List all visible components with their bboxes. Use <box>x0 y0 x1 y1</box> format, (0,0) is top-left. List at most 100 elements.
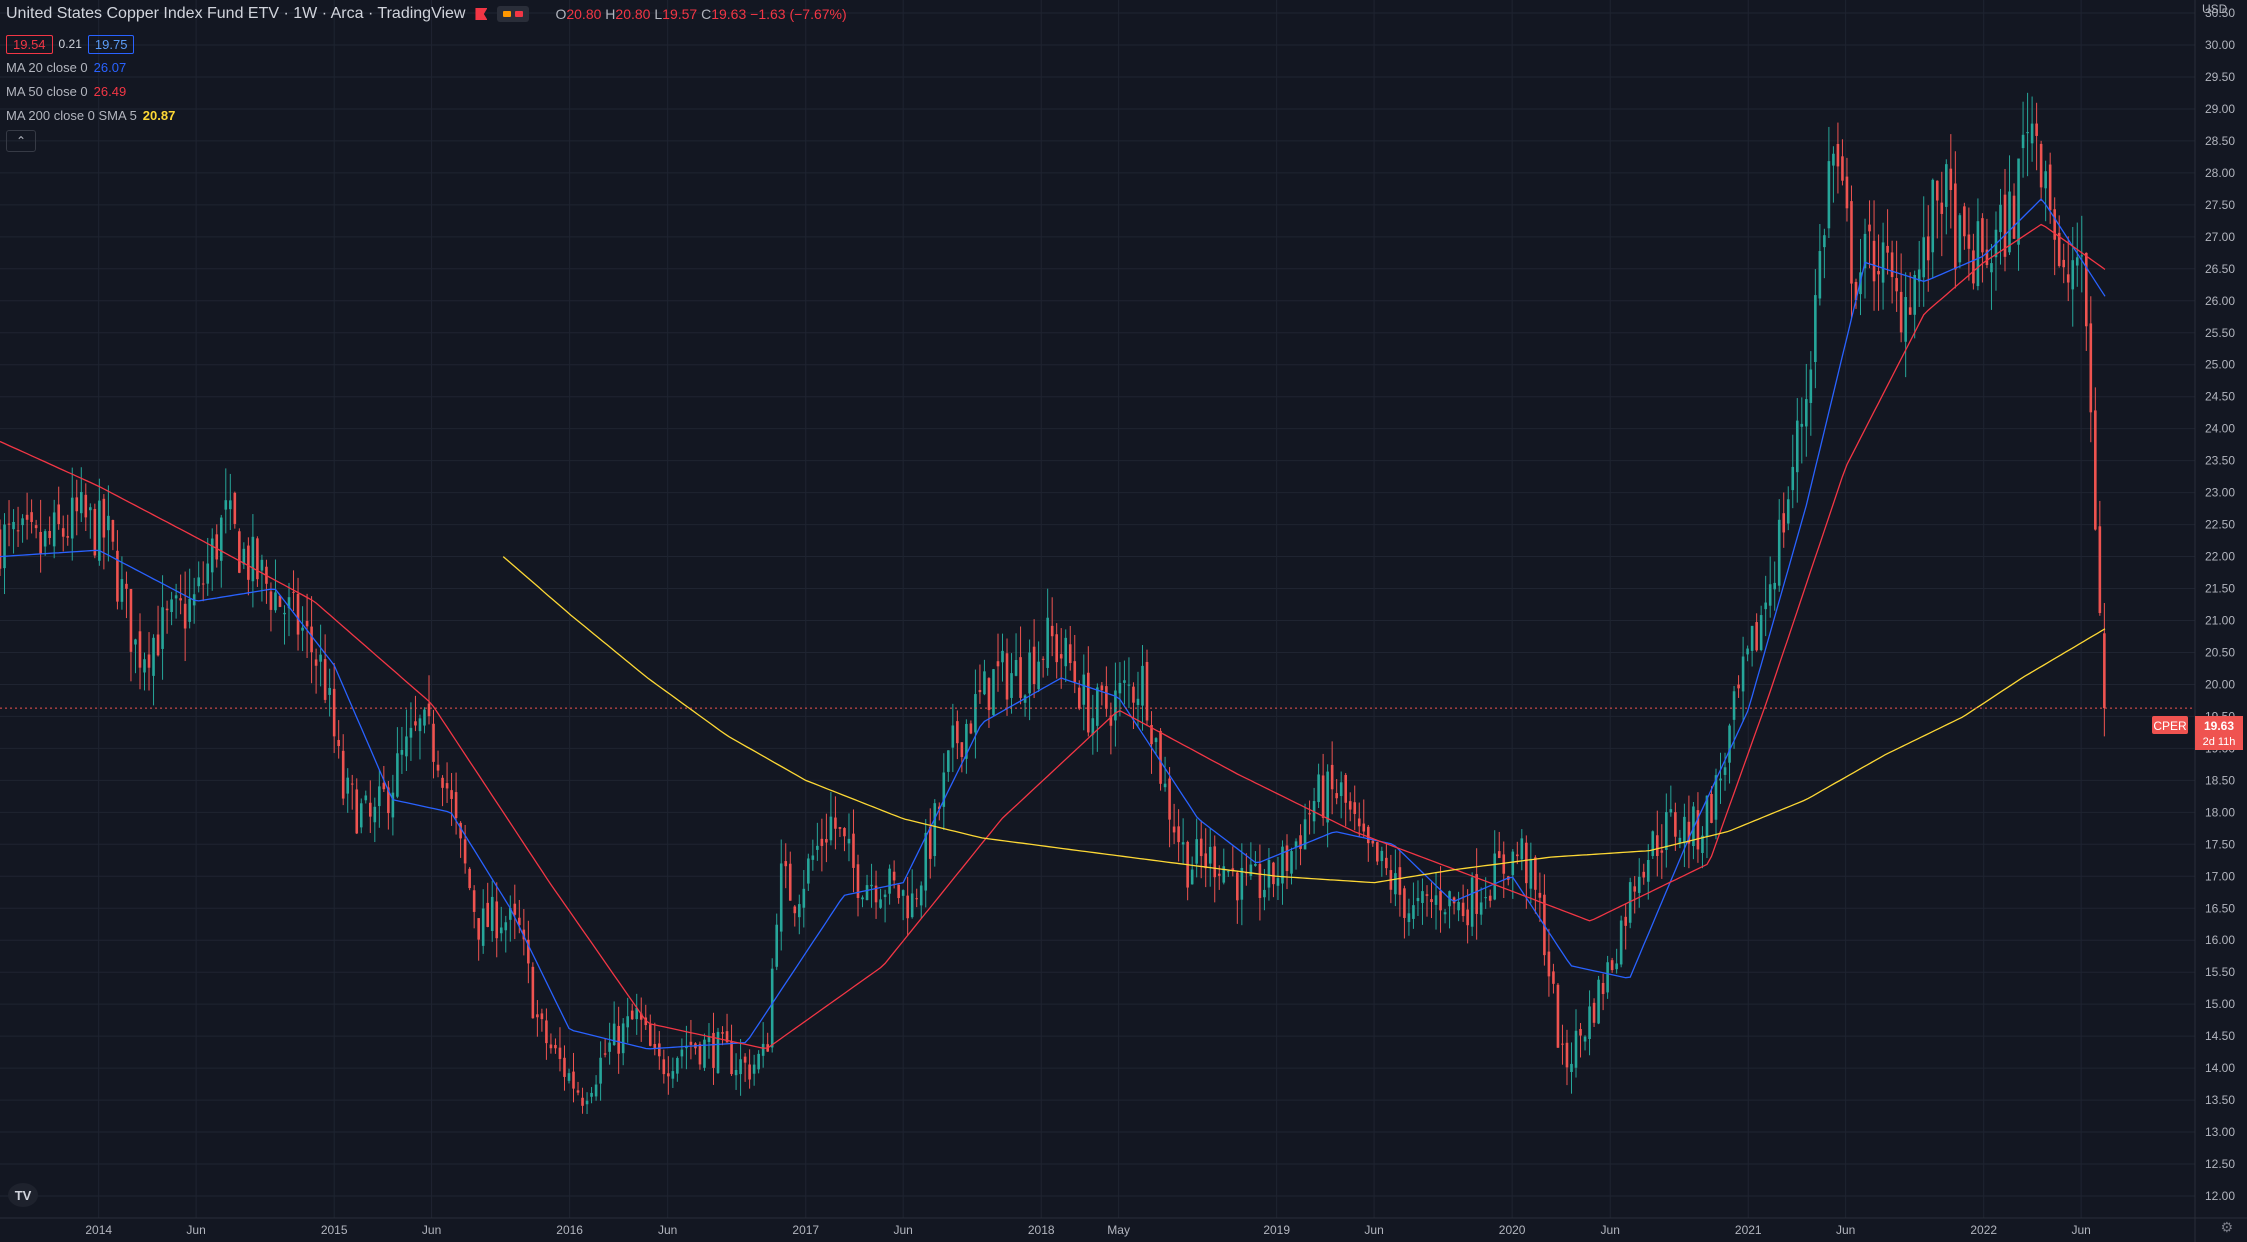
candle-body <box>1285 845 1289 871</box>
candle-body <box>2080 255 2084 257</box>
candle-body <box>1642 871 1646 878</box>
candle-body <box>1768 584 1772 606</box>
collapse-legend-button[interactable]: ⌃ <box>6 130 36 152</box>
candle-body <box>1154 738 1158 743</box>
ohlc-values: O20.80 H20.80 L19.57 C19.63 −1.63 (−7.67… <box>555 6 847 22</box>
symbol-title[interactable]: United States Copper Index Fund ETV · 1W… <box>6 5 466 22</box>
candle-body <box>1782 513 1786 533</box>
candle-body <box>423 709 426 726</box>
candle-body <box>617 1025 620 1054</box>
candle-body <box>328 687 331 695</box>
y-tick-label: 21.50 <box>2205 582 2235 596</box>
candle-body <box>1954 183 1957 270</box>
candle-body <box>996 661 1000 667</box>
candle-body <box>928 826 932 859</box>
candle-body <box>825 839 828 843</box>
candle-body <box>2062 259 2066 268</box>
candle-body <box>75 497 79 512</box>
y-tick-label: 20.50 <box>2205 645 2235 659</box>
candle-body <box>1254 863 1257 866</box>
gear-icon[interactable]: ⚙ <box>2220 1219 2233 1235</box>
candle-body <box>1917 269 1921 282</box>
candle-body <box>129 589 133 652</box>
flag-icon[interactable] <box>475 8 488 20</box>
indicator-ma50[interactable]: MA 50 close 0 26.49 <box>6 84 127 99</box>
chevron-up-icon: ⌃ <box>15 134 27 148</box>
candle-body <box>1868 224 1871 232</box>
candle-body <box>879 899 882 908</box>
y-tick-label: 16.00 <box>2205 933 2235 947</box>
candle-body <box>1150 724 1153 745</box>
candle-body <box>621 1023 625 1054</box>
candle-body <box>558 1047 562 1059</box>
candle-body <box>757 1053 760 1070</box>
moving-averages <box>0 198 2106 1050</box>
candle-body <box>1077 687 1081 709</box>
candle-body <box>1556 984 1560 1048</box>
candle-body <box>1028 652 1031 694</box>
candle-body <box>567 1073 571 1081</box>
candle-body <box>1570 1063 1573 1072</box>
candle-body <box>1520 838 1524 860</box>
candle-body <box>1019 657 1022 698</box>
candle-body <box>111 520 115 542</box>
candle-body <box>748 1064 751 1080</box>
candle-body <box>1692 806 1695 847</box>
candle-body <box>432 723 435 762</box>
candle-body <box>1105 686 1108 709</box>
candle-body <box>1059 654 1063 659</box>
candle-body <box>391 792 395 818</box>
candle-body <box>983 671 986 695</box>
candle-body <box>1890 252 1894 278</box>
candle-body <box>269 591 273 610</box>
tradingview-logo-icon[interactable]: TV <box>8 1183 38 1207</box>
candle-body <box>1272 862 1275 885</box>
candle-body <box>134 639 137 645</box>
candle-body <box>1267 859 1271 888</box>
candle-body <box>1353 802 1357 814</box>
candle-body <box>1845 176 1849 209</box>
candle-body <box>1123 680 1126 683</box>
x-tick-label: 2021 <box>1735 1223 1762 1237</box>
y-tick-label: 14.50 <box>2205 1029 2235 1043</box>
candle-body <box>1701 835 1704 854</box>
candle-body <box>852 833 855 868</box>
candle-body <box>1552 971 1555 984</box>
candle-body <box>653 1044 657 1049</box>
candle-body <box>125 583 128 589</box>
candle-body <box>554 1044 557 1049</box>
candle-body <box>459 822 462 839</box>
candle-body <box>1497 851 1501 859</box>
ask-button[interactable]: 19.75 <box>87 34 135 54</box>
candle-body <box>1823 235 1826 248</box>
market-status-icon[interactable] <box>497 6 530 22</box>
candle-body <box>721 1032 724 1034</box>
candle-body <box>1421 891 1424 903</box>
indicator-ma200[interactable]: MA 200 close 0 SMA 5 20.87 <box>6 108 176 123</box>
candle-body <box>1010 673 1013 698</box>
candle-body <box>752 1064 756 1074</box>
candle-body <box>278 595 282 607</box>
candle-body <box>3 524 6 569</box>
candle-body <box>346 777 350 794</box>
indicator-ma20[interactable]: MA 20 close 0 26.07 <box>6 60 127 75</box>
y-tick-label: 12.00 <box>2205 1189 2235 1203</box>
candle-body <box>1940 202 1944 214</box>
bid-button[interactable]: 19.54 <box>6 34 53 54</box>
y-tick-label: 12.50 <box>2205 1157 2235 1171</box>
x-tick-label: 2017 <box>792 1223 819 1237</box>
x-tick-label: May <box>1107 1223 1130 1237</box>
candle-body <box>1470 877 1474 927</box>
candle-body <box>359 803 363 828</box>
candle-body <box>1145 661 1149 721</box>
candle-body <box>486 902 490 927</box>
candle-body <box>1511 851 1515 876</box>
candle-body <box>730 1041 733 1075</box>
candle-body <box>1710 793 1713 823</box>
x-tick-label: Jun <box>1836 1223 1855 1237</box>
y-tick-label: 17.00 <box>2205 869 2235 883</box>
candle-body <box>48 530 51 538</box>
candle-body <box>861 897 864 900</box>
y-tick-label: 22.00 <box>2205 550 2235 564</box>
